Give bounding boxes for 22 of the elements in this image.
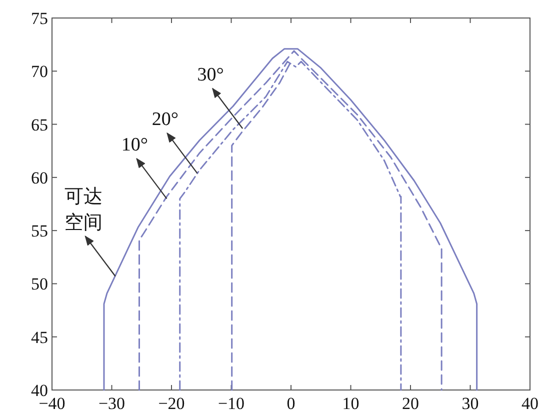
x-tick-label: 10 [342, 394, 360, 413]
x-tick-label: −10 [218, 394, 245, 413]
annotation: 10° [121, 134, 148, 156]
annotation: 30° [197, 64, 244, 129]
annotation: 可达空间 [64, 186, 116, 277]
y-tick-label: 45 [31, 328, 48, 347]
y-tick-label: 60 [31, 168, 48, 188]
x-tick-label: −30 [98, 394, 126, 413]
x-tick-label: 20 [402, 394, 419, 413]
y-tick-label: 50 [31, 274, 48, 294]
x-tick-label: 30 [462, 394, 479, 413]
x-tick-label: 0 [286, 394, 296, 413]
x-tick-label: −20 [158, 394, 185, 413]
y-tick-label: 65 [31, 115, 48, 134]
y-tick-label: 40 [31, 381, 48, 400]
y-tick-label: 55 [31, 222, 48, 241]
annotation: 30° [197, 64, 224, 86]
y-tick-label: 75 [31, 9, 48, 28]
annotation: 可达空间 [64, 186, 102, 234]
y-tick-label: 70 [31, 62, 48, 82]
annotation: 20° [152, 109, 178, 130]
x-tick-label: 40 [522, 394, 538, 413]
